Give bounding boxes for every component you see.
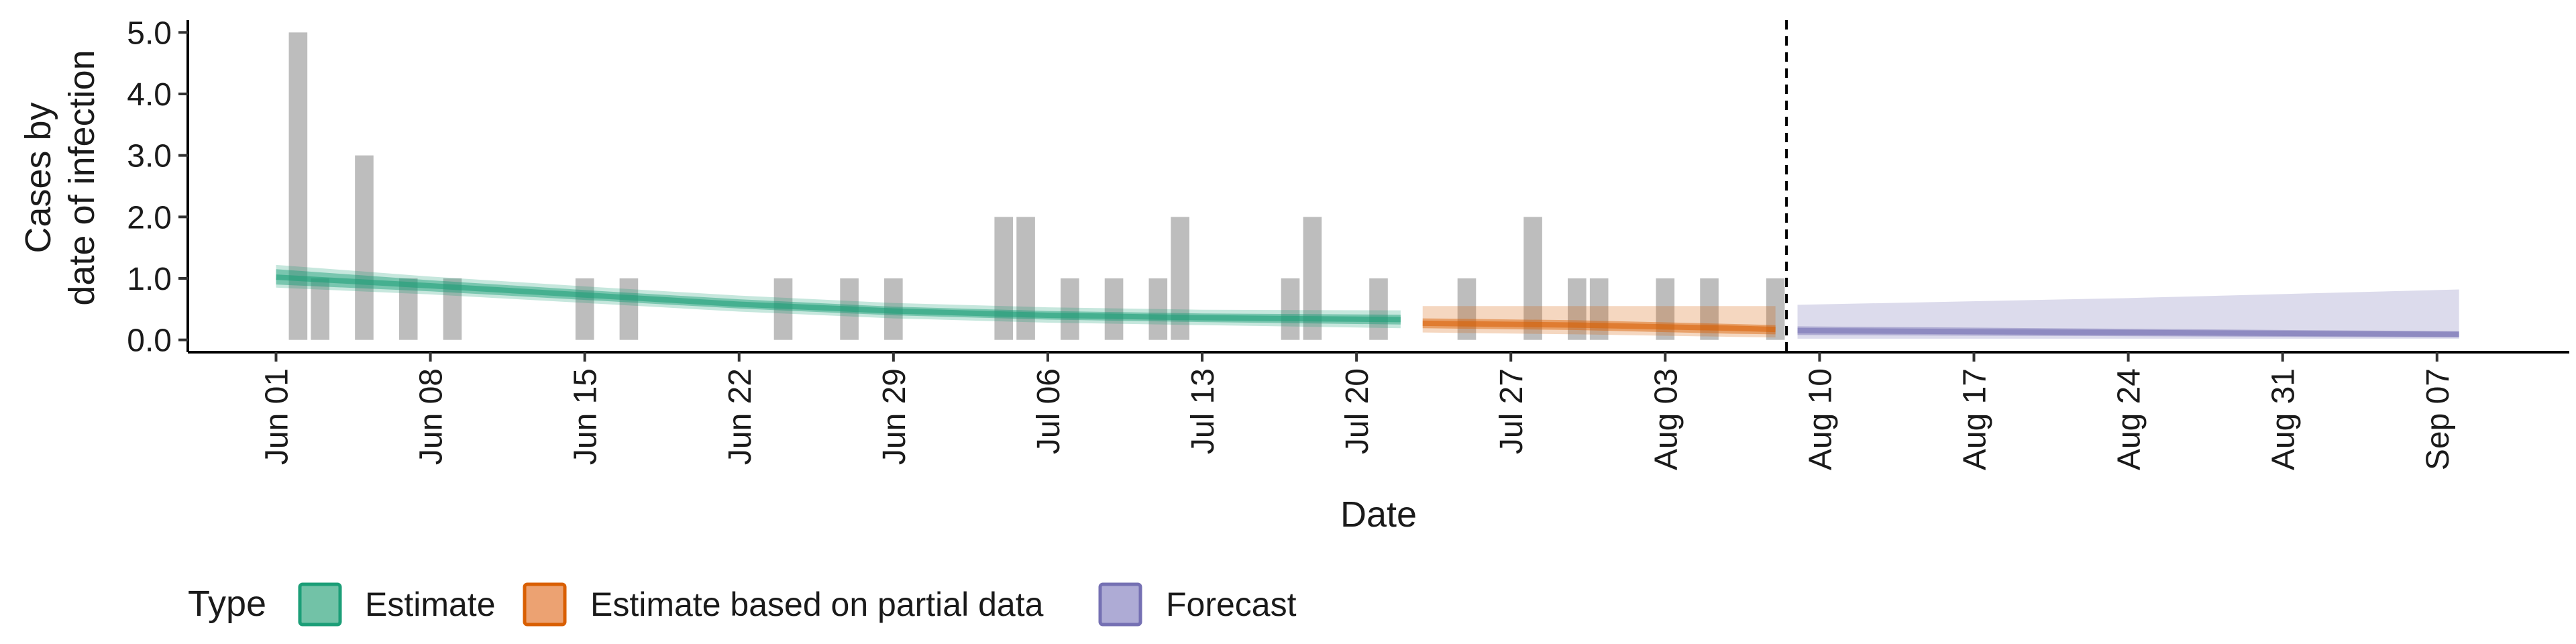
estimate-based-on-partial-data-median-line [1422, 320, 1776, 333]
case-bar [1061, 278, 1079, 340]
case-bar [398, 278, 418, 340]
x-tick-label: Jul 27 [1494, 368, 1529, 454]
case-bar [1523, 217, 1542, 340]
x-tick-label: Jun 01 [259, 368, 294, 465]
case-bar [1457, 278, 1477, 340]
x-tick-label: Aug 31 [2266, 368, 2302, 470]
x-tick-label: Aug 24 [2112, 368, 2147, 470]
legend-label-partial: Estimate based on partial data [590, 586, 1044, 623]
x-axis-label: Date [1340, 494, 1417, 535]
case-bar [619, 278, 639, 340]
x-axis-ticks: Jun 01 Jun 08 Jun 15 Jun 22 Jun 29 Jul 06 Jul … [259, 352, 2456, 470]
legend-title: Type [188, 584, 266, 624]
case-bar [1589, 278, 1609, 340]
legend-swatch-forecast [1098, 582, 1142, 627]
case-bar [1104, 278, 1124, 340]
y-axis-label-line-2: date of infection [62, 50, 102, 305]
case-bar [773, 278, 793, 340]
legend-label-forecast: Forecast [1166, 586, 1297, 623]
y-tick-label: 3.0 [127, 139, 172, 174]
y-tick-label: 2.0 [127, 200, 172, 235]
legend-swatch-estimate [298, 582, 342, 627]
legend: Type Estimate Estimate based on partial … [188, 582, 1297, 627]
case-bar [1016, 217, 1035, 340]
case-bar [311, 278, 330, 340]
legend-label-estimate: Estimate [365, 586, 496, 623]
y-tick-label: 0.0 [127, 323, 172, 359]
case-bar [1568, 278, 1587, 340]
x-tick-label: Jun 08 [414, 368, 449, 465]
estimate-outer-band [276, 264, 1401, 329]
case-bar [575, 278, 594, 340]
case-bar [355, 155, 374, 340]
legend-swatch-partial [523, 582, 567, 627]
estimate-median-line [276, 274, 1401, 323]
x-tick-label: Aug 03 [1648, 368, 1684, 470]
x-tick-label: Jun 29 [877, 368, 912, 465]
x-tick-label: Jul 06 [1031, 368, 1067, 454]
case-bar [1369, 278, 1388, 340]
x-tick-label: Sep 07 [2420, 368, 2456, 470]
forecast-median-line [1797, 327, 2459, 337]
forecast-outer-band [1797, 289, 2459, 339]
x-tick-label: Jun 15 [568, 368, 604, 465]
x-tick-label: Jul 13 [1185, 368, 1221, 454]
x-tick-label: Aug 17 [1957, 368, 1993, 470]
y-axis-ticks: 0.0 1.0 2.0 3.0 4.0 5.0 [127, 15, 188, 359]
x-tick-label: Jun 22 [722, 368, 758, 465]
case-bar [994, 217, 1014, 340]
y-tick-label: 4.0 [127, 77, 172, 113]
x-tick-label: Jul 20 [1340, 368, 1375, 454]
y-tick-label: 1.0 [127, 262, 172, 297]
y-axis-label-line-1: Cases by [18, 102, 58, 253]
estimate-bands [276, 264, 2459, 339]
case-bar [1281, 278, 1300, 340]
case-bar [1148, 278, 1168, 340]
y-tick-label: 5.0 [127, 15, 172, 51]
x-tick-label: Aug 10 [1803, 368, 1838, 470]
case-bar [288, 32, 308, 340]
